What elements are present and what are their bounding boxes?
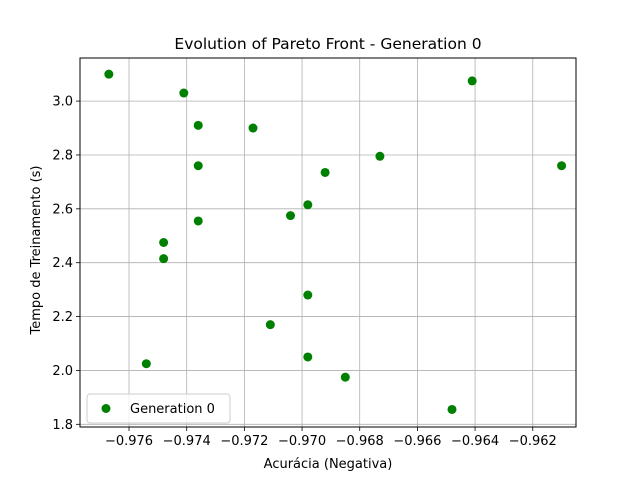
data-point xyxy=(303,200,313,210)
data-point xyxy=(248,123,258,133)
data-point xyxy=(193,216,203,226)
legend-label: Generation 0 xyxy=(130,402,215,417)
y-tick-label: 2.0 xyxy=(52,364,73,379)
data-point xyxy=(141,359,151,369)
x-tick-label: −0.964 xyxy=(451,434,499,449)
data-point xyxy=(320,167,330,177)
y-tick-label: 1.8 xyxy=(52,418,73,433)
y-tick-label: 2.8 xyxy=(52,148,73,163)
y-tick-label: 3.0 xyxy=(52,95,73,110)
data-point xyxy=(104,69,114,79)
data-point xyxy=(467,76,477,86)
x-tick-label: −0.974 xyxy=(163,434,211,449)
x-tick-label: −0.962 xyxy=(509,434,557,449)
axis-ticks: −0.976 −0.974 −0.972 −0.970 −0.968 −0.966 −0.9… xyxy=(52,95,556,449)
x-axis-label: Acurácia (Negativa) xyxy=(264,457,393,472)
y-tick-label: 2.6 xyxy=(52,202,73,217)
data-point xyxy=(193,161,203,171)
x-tick-label: −0.976 xyxy=(105,434,153,449)
data-point xyxy=(179,88,189,98)
data-point xyxy=(447,404,457,414)
data-point xyxy=(340,372,350,382)
data-points xyxy=(104,69,567,414)
x-tick-label: −0.970 xyxy=(278,434,326,449)
x-tick-label: −0.968 xyxy=(336,434,384,449)
legend-marker xyxy=(101,404,111,413)
data-point xyxy=(286,211,296,221)
data-point xyxy=(193,120,203,130)
legend: Generation 0 xyxy=(86,393,231,424)
legend-box xyxy=(86,393,231,424)
data-point xyxy=(265,320,275,330)
data-point xyxy=(159,254,169,264)
data-point xyxy=(303,290,313,300)
grid xyxy=(80,58,576,427)
data-point xyxy=(159,238,169,247)
x-tick-label: −0.972 xyxy=(220,434,268,449)
data-point xyxy=(557,161,567,171)
y-tick-label: 2.4 xyxy=(52,256,73,271)
y-axis-label: Tempo de Treinamento (s) xyxy=(29,165,44,335)
data-point xyxy=(303,352,313,362)
plot-frame xyxy=(79,57,577,428)
y-tick-label: 2.2 xyxy=(52,310,73,325)
data-point xyxy=(375,151,385,161)
chart-title: Evolution of Pareto Front - Generation 0 xyxy=(174,35,481,53)
x-tick-label: −0.966 xyxy=(393,434,441,449)
